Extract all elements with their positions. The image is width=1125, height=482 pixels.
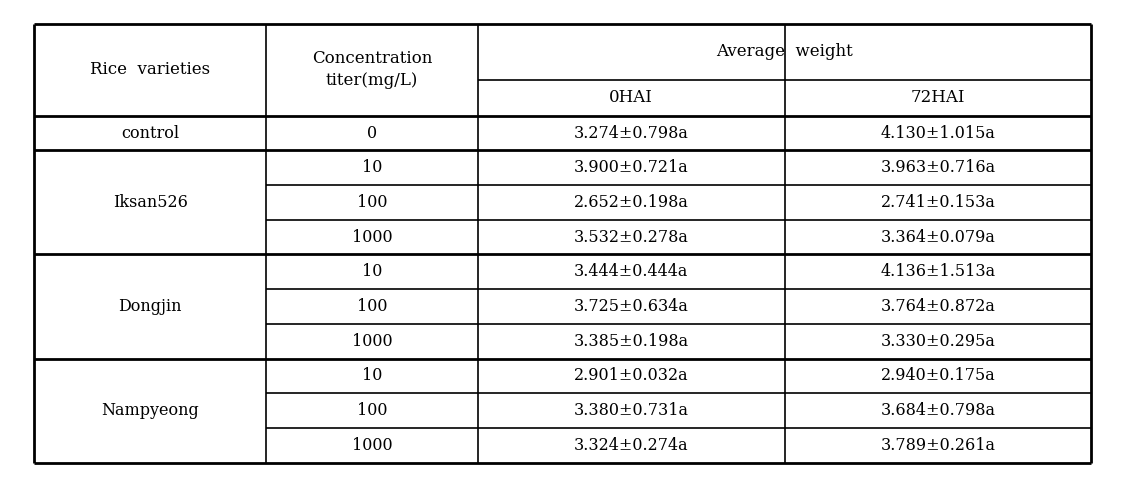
Text: 0: 0	[367, 124, 377, 142]
Text: Rice  varieties: Rice varieties	[90, 61, 210, 79]
Text: Iksan526: Iksan526	[112, 194, 188, 211]
Text: 100: 100	[357, 298, 387, 315]
Text: 2.652±0.198a: 2.652±0.198a	[574, 194, 688, 211]
Text: 0HAI: 0HAI	[610, 89, 654, 106]
Text: Nampyeong: Nampyeong	[101, 402, 199, 419]
Text: 10: 10	[362, 263, 382, 281]
Text: 10: 10	[362, 159, 382, 176]
Text: 1000: 1000	[352, 333, 393, 350]
Text: 1000: 1000	[352, 437, 393, 454]
Text: Dongjin: Dongjin	[118, 298, 182, 315]
Text: 1000: 1000	[352, 228, 393, 246]
Text: 3.789±0.261a: 3.789±0.261a	[881, 437, 996, 454]
Text: 72HAI: 72HAI	[910, 89, 965, 106]
Text: 3.274±0.798a: 3.274±0.798a	[574, 124, 688, 142]
Text: 3.900±0.721a: 3.900±0.721a	[574, 159, 688, 176]
Text: 3.324±0.274a: 3.324±0.274a	[574, 437, 688, 454]
Text: 3.444±0.444a: 3.444±0.444a	[574, 263, 688, 281]
Text: 2.741±0.153a: 2.741±0.153a	[881, 194, 996, 211]
Text: 10: 10	[362, 367, 382, 385]
Text: 100: 100	[357, 402, 387, 419]
Text: 2.940±0.175a: 2.940±0.175a	[881, 367, 996, 385]
Text: 3.684±0.798a: 3.684±0.798a	[881, 402, 996, 419]
Text: 3.725±0.634a: 3.725±0.634a	[574, 298, 688, 315]
Text: control: control	[122, 124, 179, 142]
Text: 3.532±0.278a: 3.532±0.278a	[574, 228, 688, 246]
Text: 3.764±0.872a: 3.764±0.872a	[881, 298, 996, 315]
Text: 3.963±0.716a: 3.963±0.716a	[881, 159, 996, 176]
Text: 3.330±0.295a: 3.330±0.295a	[881, 333, 996, 350]
Text: 2.901±0.032a: 2.901±0.032a	[574, 367, 688, 385]
Text: 4.136±1.513a: 4.136±1.513a	[881, 263, 996, 281]
Text: 3.385±0.198a: 3.385±0.198a	[574, 333, 688, 350]
Text: 3.364±0.079a: 3.364±0.079a	[881, 228, 996, 246]
Text: Average  weight: Average weight	[717, 43, 853, 60]
Text: 100: 100	[357, 194, 387, 211]
Text: Concentration
titer(mg/L): Concentration titer(mg/L)	[312, 50, 432, 90]
Text: 3.380±0.731a: 3.380±0.731a	[574, 402, 688, 419]
Text: 4.130±1.015a: 4.130±1.015a	[881, 124, 996, 142]
